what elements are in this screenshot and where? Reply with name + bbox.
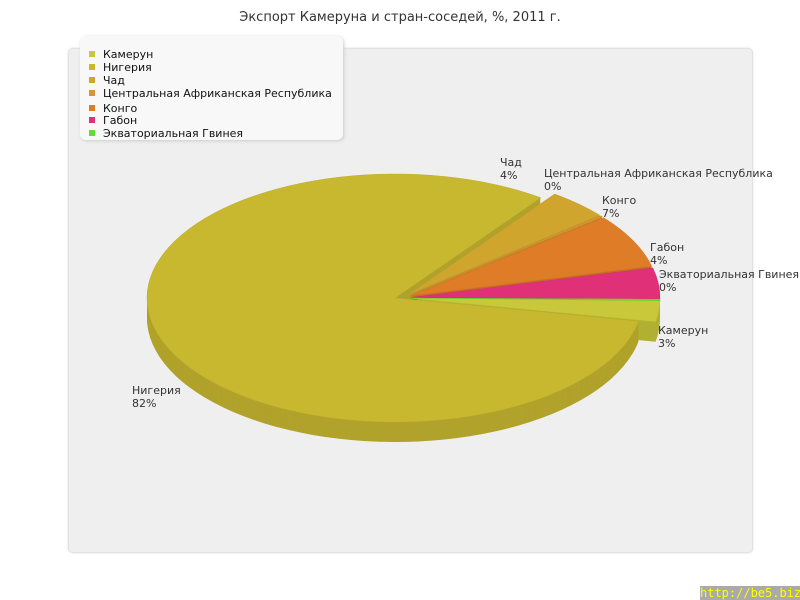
legend-label: Чад [103,74,125,87]
data-label-value: 4% [650,254,667,267]
legend-item[interactable]: Нигерия [89,61,152,74]
legend-item[interactable]: Чад [89,74,125,87]
data-label-name: Центральная Африканская Республика [544,167,773,180]
data-label-name: Габон [650,241,684,254]
data-label-name: Камерун [658,324,708,337]
legend-item[interactable]: Центральная Африканская Республика [89,87,332,100]
pie-slice[interactable] [411,267,661,299]
data-label-value: 0% [544,180,561,193]
data-label-name: Экваториальная Гвинея [659,268,799,281]
pie-slice[interactable] [146,173,639,423]
data-label-value: 3% [658,337,675,350]
legend-item[interactable]: Конго [89,102,137,115]
legend: Камерун Нигерия Чад Центральная Африканская… [80,36,343,140]
legend-label: Нигерия [103,61,152,74]
data-label-name: Нигерия [132,384,181,397]
legend-item[interactable]: Камерун [89,48,153,61]
data-label-value: 0% [659,281,676,294]
legend-swatch [89,51,95,57]
legend-swatch [89,64,95,70]
pie-slice[interactable] [410,217,653,297]
data-label-value: 4% [500,169,517,182]
chart-title: Экспорт Камеруна и стран-соседей, %, 201… [239,10,561,25]
legend-label: Центральная Африканская Республика [103,87,332,100]
legend-label: Камерун [103,48,154,61]
legend-swatch [89,130,95,136]
data-label-name: Конго [602,194,637,207]
pie-slice[interactable] [408,193,601,295]
legend-swatch [89,105,95,111]
data-label-name: Чад [500,156,522,169]
legend-swatch [89,77,95,83]
watermark[interactable]: http://be5.biz/ [700,586,800,600]
data-label-value: 82% [132,397,156,410]
legend-label: Конго [103,102,138,115]
legend-item[interactable]: Габон [89,114,137,127]
legend-label: Габон [103,114,138,127]
legend-label: Экваториальная Гвинея [103,127,244,140]
legend-swatch [89,90,95,96]
legend-swatch [89,117,95,123]
pie-slice[interactable] [409,215,604,296]
pie-slice[interactable] [411,297,661,301]
legend-item[interactable]: Экваториальная Гвинея [89,127,243,140]
data-label-value: 7% [602,207,619,220]
